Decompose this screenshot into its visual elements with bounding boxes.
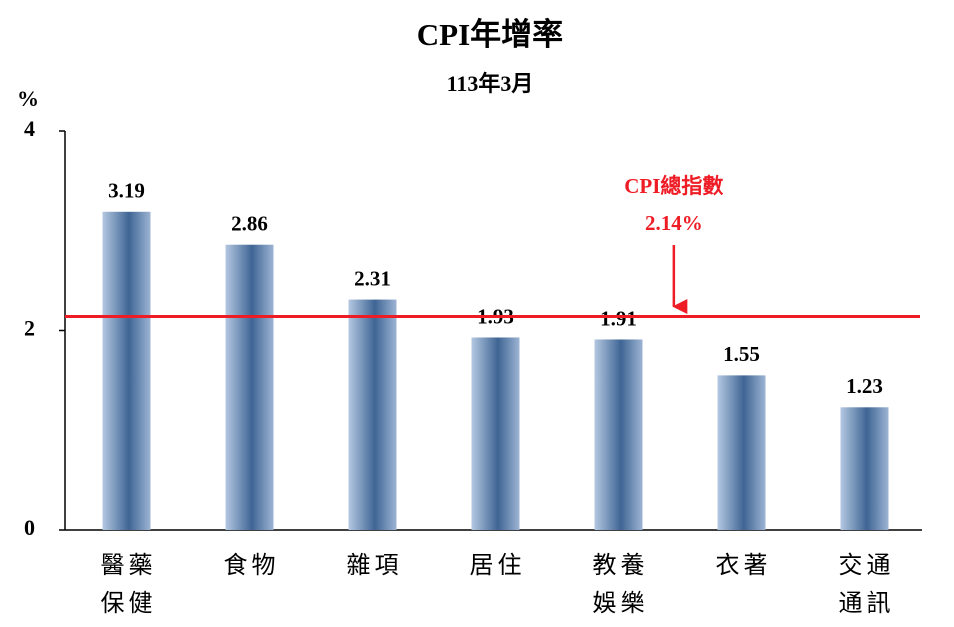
x-tick-label: 雜項	[346, 551, 403, 579]
value-label: 3.19	[108, 179, 145, 203]
y-tick-label: 2	[24, 316, 35, 341]
y-tick-label: 0	[24, 515, 35, 540]
bar	[717, 375, 766, 530]
chart-subtitle: 113年3月	[447, 71, 534, 96]
reference-value-label: 2.14%	[645, 211, 703, 235]
x-tick-label: 交通 通訊	[838, 551, 895, 617]
bar	[348, 299, 397, 530]
bar	[840, 407, 889, 530]
x-tick-label: 居住	[469, 551, 526, 579]
x-tick-label: 食物	[223, 551, 280, 579]
bar	[225, 244, 274, 530]
chart-title: CPI年增率	[417, 17, 563, 52]
bar	[594, 339, 643, 530]
value-label: 2.31	[354, 266, 391, 290]
y-tick-label: 4	[24, 116, 35, 141]
bar	[102, 211, 151, 531]
value-label: 1.91	[600, 306, 637, 330]
x-tick-label: 衣著	[715, 551, 772, 579]
reference-label: CPI總指數	[624, 174, 723, 198]
x-tick-label: 教養 娛樂	[592, 551, 649, 617]
value-label: 1.55	[723, 342, 760, 366]
x-tick-label: 醫藥 保健	[100, 551, 157, 617]
y-axis-label: %	[17, 86, 39, 111]
bar	[471, 337, 520, 530]
value-label: 2.86	[231, 212, 268, 236]
value-label: 1.23	[846, 374, 883, 398]
